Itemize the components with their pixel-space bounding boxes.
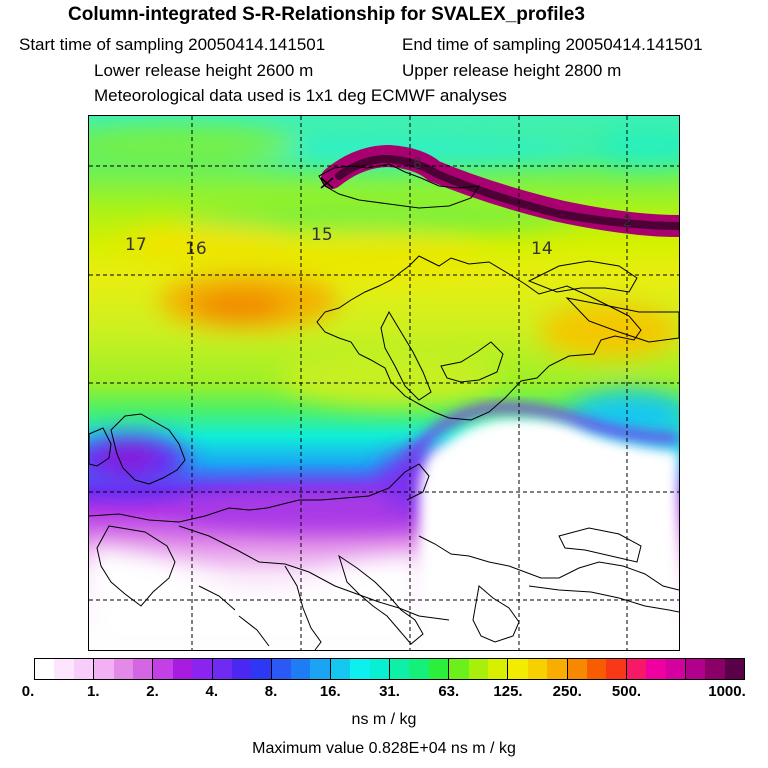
colorbar-segment: [586, 659, 607, 679]
colorbar-segment: [231, 659, 252, 679]
colorbar-segment: [310, 659, 330, 679]
colorbar-tick-label: 500.: [611, 683, 642, 700]
white-low-region: [419, 417, 679, 650]
colorbar-segment: [113, 659, 133, 679]
plume-core: [335, 154, 679, 230]
colorbar-segment: [646, 659, 666, 679]
colorbar-segment: [132, 659, 153, 679]
colorbar-segment: [369, 659, 390, 679]
colorbar-segment: [211, 659, 232, 679]
colorbar-tick-label: 63.: [438, 683, 460, 700]
start-time: Start time of sampling 20050414.141501: [19, 35, 326, 54]
colorbar-segment: [389, 659, 410, 679]
upper-release-height: Upper release height 2800 m: [402, 61, 622, 80]
traj-label-16: 16: [185, 239, 207, 259]
colorbar-tick-label: 250.: [552, 683, 582, 700]
lower-release-height: Lower release height 2600 m: [94, 61, 314, 80]
colorbar-segment: [665, 659, 685, 679]
traj-label-2: 2: [623, 214, 632, 230]
colorbar-tick-label: 0.: [21, 683, 35, 700]
traj-label-17: 17: [125, 235, 147, 255]
colorbar-segment: [270, 659, 292, 679]
coastlines: [89, 163, 679, 650]
colorbar-segment: [487, 659, 508, 679]
colorbar-tick-label: 16.: [319, 683, 341, 700]
lat-lon-grid: [89, 116, 679, 650]
max-value-label: Maximum value 0.828E+04 ns m / kg: [252, 740, 516, 757]
colorbar-segment: [35, 659, 55, 679]
colorbar-segment: [547, 659, 567, 679]
units-label: ns m / kg: [351, 711, 417, 728]
traj-label-8: 8: [413, 156, 422, 172]
colorbar-segment: [468, 659, 488, 679]
purple-rim: [403, 403, 679, 464]
colorbar-segment: [251, 659, 271, 679]
colorbar-tick-label: 2.: [146, 683, 159, 700]
colorbar-tick-label: 1000.: [708, 683, 746, 700]
colorbar-segment: [192, 659, 212, 679]
colorbar-tick-label: 4.: [205, 683, 219, 700]
colorbar: [34, 658, 745, 680]
colorbar-segment: [684, 659, 706, 679]
colorbar-segment: [152, 659, 173, 679]
colorbar-segment: [507, 659, 528, 679]
traj-label-14: 14: [531, 239, 553, 259]
colorbar-segment: [625, 659, 647, 679]
release-marker: [320, 177, 334, 189]
colorbar-segment: [724, 659, 745, 679]
met-data-note: Meteorological data used is 1x1 deg ECMW…: [94, 86, 507, 105]
colorbar-tick-label: 31.: [379, 683, 400, 700]
plot-title: Column-integrated S-R-Relationship for S…: [68, 4, 585, 25]
colorbar-tick-label: 125.: [493, 683, 523, 700]
colorbar-segment: [73, 659, 94, 679]
colorbar-segment: [54, 659, 74, 679]
colorbar-segment: [705, 659, 725, 679]
colorbar-segment: [350, 659, 370, 679]
colorbar-segment: [409, 659, 429, 679]
colorbar-segment: [606, 659, 626, 679]
end-time: End time of sampling 20050414.141501: [402, 35, 703, 54]
sensitivity-map: 17 16 15 14 8 2: [88, 115, 680, 651]
colorbar-segment: [291, 659, 311, 679]
colorbar-segment: [527, 659, 548, 679]
field-blobs: [89, 126, 679, 528]
traj-label-15: 15: [311, 225, 333, 245]
colorbar-segment: [172, 659, 193, 679]
colorbar-segment: [329, 659, 351, 679]
colorbar-tick-label: 1.: [86, 683, 100, 700]
colorbar-segment: [566, 659, 587, 679]
colorbar-segment: [428, 659, 449, 679]
colorbar-segment: [93, 659, 114, 679]
colorbar-segment: [448, 659, 469, 679]
colorbar-tick-label: 8.: [264, 683, 278, 700]
